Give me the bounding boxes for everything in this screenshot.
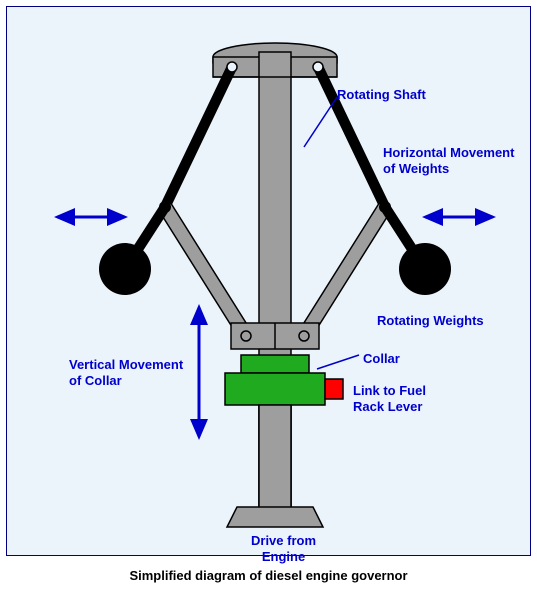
label-link: Link to FuelRack Lever: [353, 383, 426, 416]
diagram-frame: Rotating Shaft Horizontal Movementof Wei…: [6, 6, 531, 556]
label-vertical-movement: Vertical Movementof Collar: [69, 357, 183, 390]
diagram-container: Rotating Shaft Horizontal Movementof Wei…: [0, 0, 537, 596]
label-rotating-shaft: Rotating Shaft: [337, 87, 426, 103]
caption: Simplified diagram of diesel engine gove…: [0, 568, 537, 583]
governor-diagram: [7, 7, 532, 557]
label-horizontal-movement: Horizontal Movementof Weights: [383, 145, 514, 178]
label-rotating-weights: Rotating Weights: [377, 313, 484, 329]
label-drive: Drive fromEngine: [251, 533, 316, 566]
label-collar: Collar: [363, 351, 400, 367]
